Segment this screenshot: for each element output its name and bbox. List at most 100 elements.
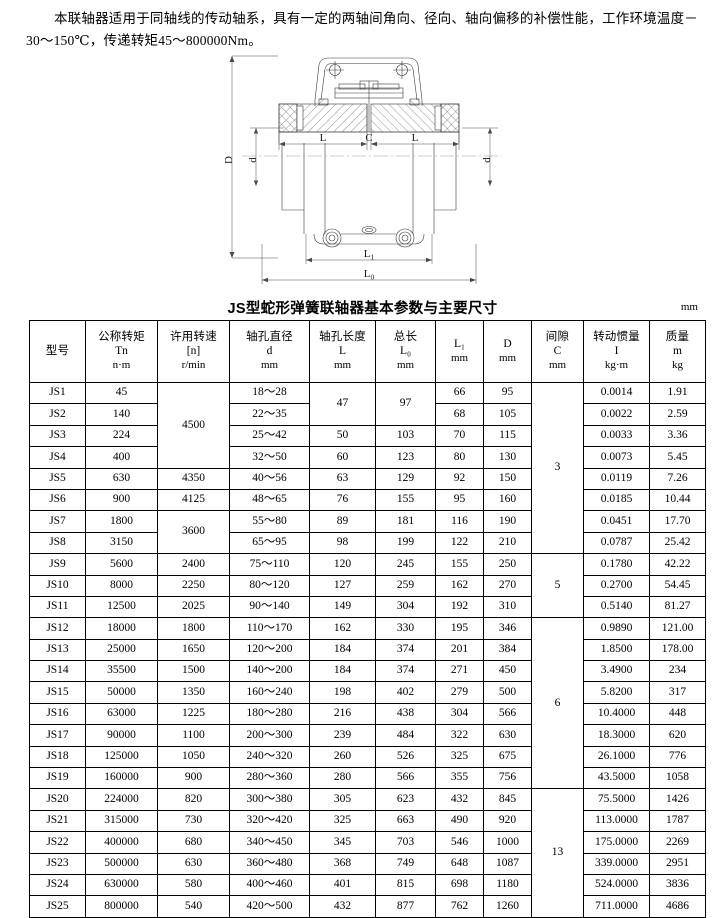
table-caption: JS型蛇形弹簧联轴器基本参数与主要尺寸 — [227, 301, 498, 317]
col-header-title: 许用转速 — [170, 331, 217, 344]
cell-l1: 432 — [435, 788, 484, 811]
cell-bore-length: 120 — [309, 553, 376, 576]
cell-rpm: 540 — [157, 895, 230, 918]
cell-outer-diameter: 920 — [483, 809, 532, 833]
cell-l1: 116 — [435, 510, 484, 533]
col-header-unit: mm — [548, 358, 567, 371]
cell-torque: 18000 — [85, 617, 158, 640]
col-header-symbol: D — [503, 338, 512, 351]
label-d-right: d — [481, 157, 493, 163]
cell-model: JS9 — [29, 553, 86, 576]
cell-bore-length: 198 — [309, 681, 376, 704]
cell-model: JS11 — [29, 595, 86, 619]
cell-total-length: 155 — [375, 488, 436, 512]
cell-torque: 224 — [85, 424, 158, 448]
cell-outer-diameter: 160 — [483, 488, 532, 512]
table-row: JS1 45 4500 18～28 47 97 66 95 3 0.0014 1.91 — [29, 381, 706, 555]
cell-total-length: 484 — [375, 724, 436, 747]
cell-outer-diameter: 1180 — [483, 873, 532, 897]
cell-bore-diameter: 160～240 — [229, 681, 310, 704]
col-header-title: 轴孔长度 — [319, 331, 366, 344]
cell-mass: 178.00 — [649, 638, 706, 662]
cell-total-length: 103 — [375, 424, 436, 448]
col-header-symbol: L₀ — [399, 345, 412, 358]
cell-mass: 1787 — [649, 809, 706, 833]
cell-mass: 1058 — [649, 767, 706, 790]
cell-outer-diameter: 250 — [483, 553, 532, 576]
col-header-6: L₁ mm — [435, 320, 484, 383]
cell-mass: 42.22 — [649, 553, 706, 576]
label-C: C — [365, 132, 372, 144]
cell-bore-length: 162 — [309, 617, 376, 640]
cell-bore-diameter: 120～200 — [229, 638, 310, 662]
intro-paragraph: 本联轴器适用于同轴线的传动轴系，具有一定的两轴间角向、径向、轴向偏移的补偿性能，… — [26, 11, 698, 48]
table-row: JS20 224000 820 300～380 305 623 432 845 13 75.500… — [29, 788, 706, 918]
cell-l1: 279 — [435, 681, 484, 704]
cell-torque: 800000 — [85, 895, 158, 918]
cell-mass: 2951 — [649, 852, 706, 875]
cell-outer-diameter: 115 — [483, 424, 532, 448]
cell-bore-length: 127 — [309, 574, 376, 597]
cell-model: JS24 — [29, 873, 86, 897]
cell-outer-diameter: 450 — [483, 660, 532, 683]
table-row: JS25 800000 540 420～500 432 877 762 1260 711.000… — [29, 895, 706, 918]
cell-l1: 271 — [435, 660, 484, 683]
cell-mass: 17.70 — [649, 510, 706, 533]
cell-rpm: 2025 — [157, 595, 230, 619]
cell-mass: 25.42 — [649, 531, 706, 555]
cell-torque: 315000 — [85, 809, 158, 833]
cell-inertia: 1.8500 — [583, 638, 650, 662]
cell-model: JS4 — [29, 446, 86, 469]
cell-total-length: 330 — [375, 617, 436, 640]
col-header-symbol: [n] — [186, 345, 201, 358]
coupling-drawing: D d d L L C L1 L0 — [222, 48, 514, 293]
cell-mass: 448 — [649, 702, 706, 726]
cell-total-length: 129 — [375, 467, 436, 490]
cell-model: JS5 — [29, 467, 86, 490]
cell-rpm: 1800 — [157, 617, 230, 640]
dim-L0 — [261, 244, 477, 284]
label-L-right: L — [412, 132, 419, 144]
table-row: JS12 18000 1800 110～170 162 330 195 346 6 0.9890 1… — [29, 617, 706, 790]
cell-inertia: 43.5000 — [583, 767, 650, 790]
cell-bore-diameter: 300～380 — [229, 788, 310, 811]
cell-rpm: 580 — [157, 873, 230, 897]
cell-total-length: 815 — [375, 873, 436, 897]
cell-torque: 224000 — [85, 788, 158, 811]
cell-bore-length: 216 — [309, 702, 376, 726]
cell-inertia: 0.1780 — [583, 553, 650, 576]
dim-D — [229, 55, 278, 259]
cell-bore-length: 50 — [309, 424, 376, 448]
cell-mass: 3836 — [649, 873, 706, 897]
cell-model: JS16 — [29, 702, 86, 726]
cell-inertia: 26.1000 — [583, 745, 650, 769]
cell-total-length: 374 — [375, 638, 436, 662]
cell-gap: 13 — [531, 788, 584, 918]
cell-inertia: 0.0014 — [583, 381, 650, 405]
cell-total-length: 199 — [375, 531, 436, 555]
cell-l1: 68 — [435, 403, 484, 426]
cell-model: JS6 — [29, 488, 86, 512]
cell-torque: 3150 — [85, 531, 158, 555]
cell-rpm: 820 — [157, 788, 230, 811]
cell-mass: 2269 — [649, 831, 706, 854]
cell-torque: 5600 — [85, 553, 158, 576]
col-header-symbol: I — [614, 345, 619, 358]
col-header-1: 公称转矩 Tn n·m — [85, 320, 158, 383]
cell-l1: 546 — [435, 831, 484, 854]
cell-bore-length: 239 — [309, 724, 376, 747]
cell-inertia: 0.0033 — [583, 424, 650, 448]
cell-total-length: 304 — [375, 595, 436, 619]
col-header-unit: r/min — [181, 358, 206, 371]
cell-model: JS18 — [29, 745, 86, 769]
cell-bore-diameter: 320～420 — [229, 809, 310, 833]
cell-total-length: 181 — [375, 510, 436, 533]
table-row: JS16 63000 1225 180～280 216 438 304 566 10.4000 4… — [29, 702, 706, 726]
col-header-title: 型号 — [45, 344, 70, 357]
label-D: D — [223, 156, 235, 164]
cell-torque: 630000 — [85, 873, 158, 897]
cell-inertia: 0.0451 — [583, 510, 650, 533]
table-row: JS6 900 4125 48～65 76 155 95 160 0.0185 10.44 — [29, 488, 706, 512]
cell-l1: 122 — [435, 531, 484, 555]
